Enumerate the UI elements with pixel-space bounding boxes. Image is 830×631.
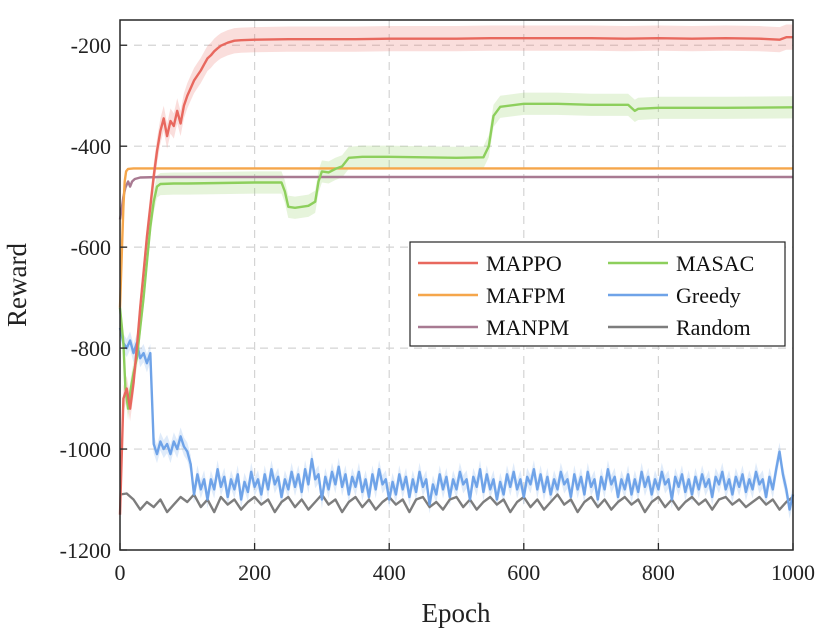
- manpm-legend-label: MANPM: [486, 315, 569, 340]
- legend: MAPPO MASAC MAFPM Greedy MANPM Random: [409, 241, 786, 347]
- series-lines: [118, 36, 795, 515]
- masac-legend-label: MASAC: [676, 251, 754, 276]
- mappo-line: [118, 36, 793, 515]
- mappo-legend-label: MAPPO: [486, 251, 562, 276]
- y-tick-label: -600: [71, 235, 111, 260]
- y-axis-title: Reward: [2, 243, 32, 327]
- x-tick-label: 0: [115, 560, 126, 585]
- x-tick-label: 600: [507, 560, 540, 585]
- mafpm-line: [118, 167, 793, 308]
- masac-line: [118, 102, 794, 410]
- y-tick-label: -1000: [60, 437, 111, 462]
- y-tick-label: -800: [71, 336, 111, 361]
- plot-frame: [119, 19, 794, 551]
- mafpm-legend-label: MAFPM: [486, 283, 565, 308]
- x-tick-label: 200: [238, 560, 271, 585]
- y-tick-label: -200: [71, 33, 111, 58]
- y-tick-label: -400: [71, 134, 111, 159]
- greedy-legend-label: Greedy: [676, 283, 741, 308]
- x-tick-label: 1000: [771, 560, 815, 585]
- y-tick-label: -1200: [60, 538, 111, 563]
- axis-ticks: 0 200 400 600 800 1000 -1200 -1000 -800 -600 -400 -…: [60, 33, 815, 585]
- x-tick-label: 400: [373, 560, 406, 585]
- greedy-line: [118, 327, 795, 511]
- x-axis-title: Epoch: [422, 598, 491, 628]
- x-tick-label: 800: [642, 560, 675, 585]
- random-legend-label: Random: [676, 315, 751, 340]
- random-line: [119, 492, 794, 514]
